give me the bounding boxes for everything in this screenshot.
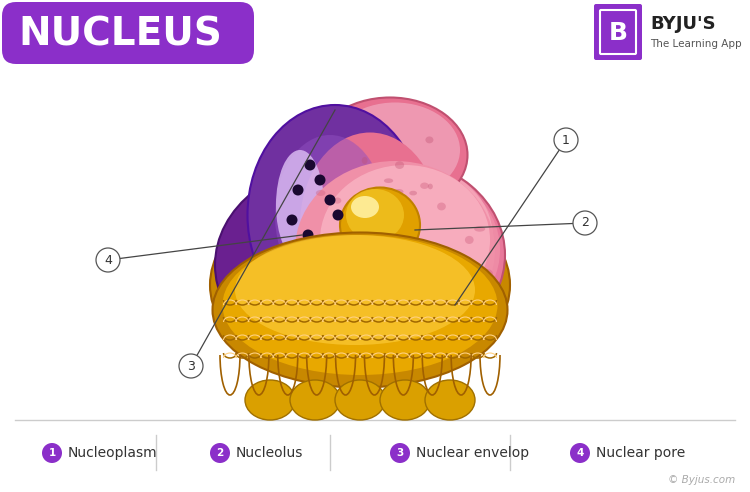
Circle shape bbox=[573, 211, 597, 235]
Circle shape bbox=[314, 175, 326, 185]
Text: Nucleoplasm: Nucleoplasm bbox=[68, 446, 158, 460]
Circle shape bbox=[286, 215, 298, 225]
Ellipse shape bbox=[380, 380, 430, 420]
Ellipse shape bbox=[235, 235, 475, 345]
Circle shape bbox=[332, 210, 344, 220]
Ellipse shape bbox=[334, 197, 341, 204]
Ellipse shape bbox=[378, 306, 388, 312]
Ellipse shape bbox=[316, 190, 326, 196]
Ellipse shape bbox=[335, 380, 385, 420]
Ellipse shape bbox=[425, 380, 475, 420]
Ellipse shape bbox=[437, 203, 446, 211]
Ellipse shape bbox=[328, 165, 493, 305]
Ellipse shape bbox=[339, 212, 347, 220]
Ellipse shape bbox=[330, 102, 460, 197]
Ellipse shape bbox=[210, 185, 510, 385]
Ellipse shape bbox=[395, 161, 404, 169]
Ellipse shape bbox=[351, 196, 379, 218]
Ellipse shape bbox=[346, 229, 355, 237]
Text: 2: 2 bbox=[216, 448, 223, 458]
Ellipse shape bbox=[362, 157, 368, 164]
Ellipse shape bbox=[265, 170, 315, 280]
Circle shape bbox=[290, 245, 301, 255]
Ellipse shape bbox=[275, 157, 505, 352]
Text: Nuclear envelop: Nuclear envelop bbox=[416, 446, 530, 460]
Ellipse shape bbox=[410, 287, 420, 294]
Text: 4: 4 bbox=[576, 448, 584, 458]
Circle shape bbox=[570, 443, 590, 463]
Text: Nucleolus: Nucleolus bbox=[236, 446, 303, 460]
Ellipse shape bbox=[255, 155, 355, 315]
Circle shape bbox=[304, 159, 316, 171]
Ellipse shape bbox=[230, 175, 470, 335]
Ellipse shape bbox=[275, 135, 385, 295]
Circle shape bbox=[96, 248, 120, 272]
Ellipse shape bbox=[358, 231, 369, 239]
Ellipse shape bbox=[346, 189, 404, 241]
Text: BYJU'S: BYJU'S bbox=[650, 15, 716, 33]
Ellipse shape bbox=[300, 132, 440, 317]
Ellipse shape bbox=[245, 380, 295, 420]
Ellipse shape bbox=[425, 136, 433, 143]
Circle shape bbox=[302, 229, 313, 241]
Circle shape bbox=[307, 281, 317, 293]
Ellipse shape bbox=[389, 320, 396, 328]
Ellipse shape bbox=[336, 267, 343, 273]
Ellipse shape bbox=[320, 165, 490, 315]
Ellipse shape bbox=[482, 269, 493, 278]
FancyBboxPatch shape bbox=[2, 2, 254, 64]
Ellipse shape bbox=[410, 191, 417, 195]
Text: The Learning App: The Learning App bbox=[650, 39, 742, 49]
Ellipse shape bbox=[360, 226, 370, 234]
Ellipse shape bbox=[300, 165, 500, 335]
Ellipse shape bbox=[340, 187, 420, 263]
Ellipse shape bbox=[321, 293, 329, 301]
Circle shape bbox=[296, 270, 307, 280]
Ellipse shape bbox=[389, 215, 400, 222]
Text: 1: 1 bbox=[562, 133, 570, 147]
Ellipse shape bbox=[427, 184, 433, 189]
Ellipse shape bbox=[364, 322, 371, 329]
Text: 3: 3 bbox=[396, 448, 404, 458]
Text: 1: 1 bbox=[48, 448, 56, 458]
FancyBboxPatch shape bbox=[594, 4, 642, 60]
Circle shape bbox=[325, 194, 335, 206]
Text: 3: 3 bbox=[187, 360, 195, 372]
Ellipse shape bbox=[276, 150, 324, 260]
Ellipse shape bbox=[367, 223, 377, 230]
Ellipse shape bbox=[427, 331, 433, 338]
Ellipse shape bbox=[394, 189, 404, 194]
Text: Nuclear pore: Nuclear pore bbox=[596, 446, 686, 460]
Circle shape bbox=[292, 184, 304, 195]
Ellipse shape bbox=[384, 179, 393, 183]
Circle shape bbox=[390, 443, 410, 463]
Circle shape bbox=[340, 275, 350, 285]
Circle shape bbox=[554, 128, 578, 152]
Text: 4: 4 bbox=[104, 253, 112, 267]
Circle shape bbox=[310, 295, 320, 306]
Circle shape bbox=[42, 443, 62, 463]
Ellipse shape bbox=[420, 183, 429, 189]
Ellipse shape bbox=[324, 277, 333, 285]
Text: NUCLEUS: NUCLEUS bbox=[18, 15, 222, 53]
Ellipse shape bbox=[290, 380, 340, 420]
Ellipse shape bbox=[220, 187, 500, 372]
Ellipse shape bbox=[313, 97, 467, 213]
Ellipse shape bbox=[223, 235, 497, 375]
Text: B: B bbox=[608, 21, 628, 45]
Ellipse shape bbox=[465, 236, 474, 244]
Ellipse shape bbox=[295, 161, 495, 339]
Text: 2: 2 bbox=[581, 216, 589, 229]
Ellipse shape bbox=[212, 233, 508, 388]
Text: © Byjus.com: © Byjus.com bbox=[668, 475, 735, 485]
Circle shape bbox=[320, 254, 331, 266]
Ellipse shape bbox=[215, 160, 485, 370]
Ellipse shape bbox=[474, 226, 485, 232]
Ellipse shape bbox=[248, 105, 422, 325]
Circle shape bbox=[179, 354, 203, 378]
Circle shape bbox=[210, 443, 230, 463]
